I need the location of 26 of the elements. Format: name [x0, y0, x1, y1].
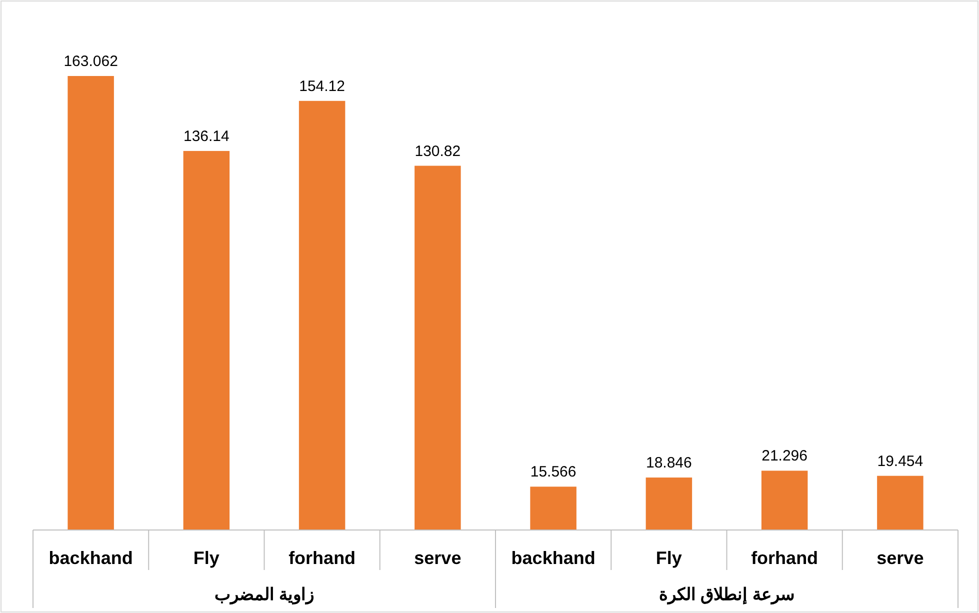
bar [68, 76, 114, 530]
bar [761, 470, 808, 530]
bar [530, 486, 576, 530]
text: زاوية المضرب [214, 585, 314, 605]
data-label: 15.566 [530, 464, 576, 481]
bar [298, 100, 346, 530]
data-label: 18.846 [646, 454, 692, 472]
x-tick-label: serve [876, 548, 924, 568]
data-label: 130.82 [414, 142, 461, 160]
bar [414, 166, 461, 530]
data-label: 21.296 [762, 448, 808, 465]
x-tick-label: backhand [48, 548, 133, 568]
x-tick-label: Fly [193, 548, 220, 568]
bar [183, 150, 230, 530]
text: سرعة إنطلاق الكرة [659, 585, 794, 605]
bar [877, 476, 924, 530]
data-label: 154.12 [299, 78, 346, 95]
data-label: 136.14 [183, 128, 230, 145]
x-tick-label: serve [414, 548, 462, 568]
data-label: 163.062 [64, 53, 118, 70]
x-tick-label: forhand [288, 548, 356, 568]
x-tick-label: Fly [656, 548, 682, 568]
x-tick-label: forhand [751, 548, 818, 568]
data-label: 19.454 [877, 452, 924, 470]
bar [646, 478, 692, 530]
x-tick-label: backhand [511, 548, 596, 568]
